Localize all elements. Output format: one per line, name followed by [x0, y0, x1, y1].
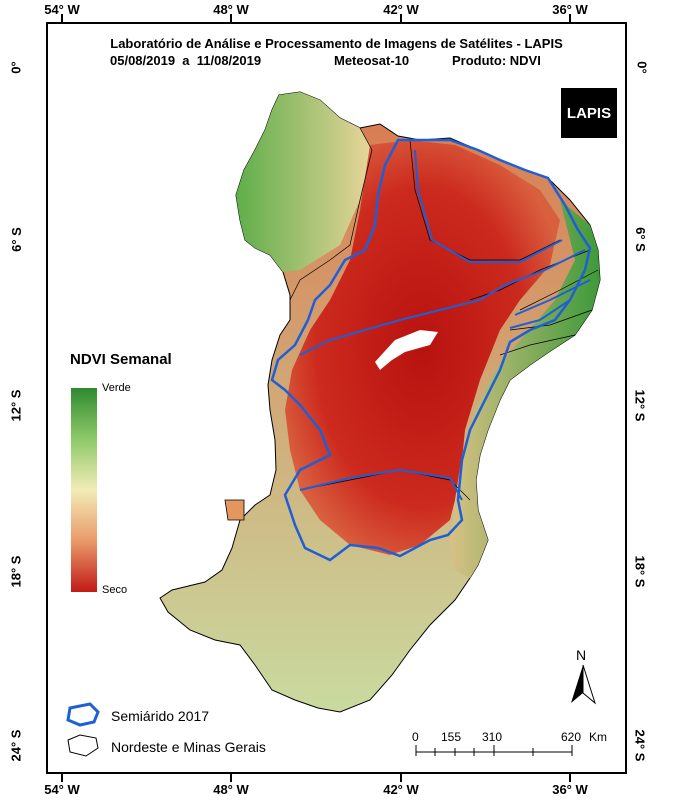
legend-title: NDVI Semanal	[70, 351, 172, 368]
west-zone	[236, 92, 372, 272]
ndvi-color-ramp	[71, 388, 97, 592]
region-legend-icon	[67, 734, 99, 757]
tick	[230, 14, 232, 24]
lapis-logo: LAPIS	[561, 88, 617, 138]
lon-label-bottom: 36° W	[552, 782, 588, 797]
tick	[230, 772, 232, 782]
tick	[61, 772, 63, 782]
nodata-patch	[375, 330, 438, 370]
semiarid-boundary	[270, 138, 592, 562]
product-text: Produto: NDVI	[452, 53, 541, 68]
tick	[61, 14, 63, 24]
scale-unit-label: Km	[589, 730, 607, 744]
scale-tick-label: 620	[561, 730, 582, 744]
dry-zone	[285, 140, 560, 555]
semiarid-legend-label: Semiárido 2017	[111, 708, 210, 724]
period-text: 05/08/2019 a 11/08/2019	[110, 53, 262, 68]
logo-text: LAPIS	[566, 104, 612, 122]
lon-label-top: 54° W	[44, 2, 80, 17]
semiarid-internal-lines	[299, 149, 591, 501]
scale-tick-label: 310	[482, 730, 503, 744]
tick	[569, 772, 571, 782]
lon-label-top: 36° W	[552, 2, 588, 17]
tick	[400, 14, 402, 24]
tick	[400, 772, 402, 782]
north-label: N	[576, 647, 587, 663]
lon-label-bottom: 42° W	[383, 782, 419, 797]
region-legend-label: Nordeste e Minas Gerais	[111, 739, 266, 755]
scale-tick-label: 155	[441, 730, 462, 744]
lon-label-top: 48° W	[213, 2, 249, 17]
scale-bar	[415, 745, 573, 756]
ramp-high-label: Verde	[102, 382, 131, 394]
satellite-text: Meteosat-10	[334, 53, 410, 68]
semiarid-legend-icon	[66, 702, 100, 727]
tick	[569, 14, 571, 24]
map-title: Laboratório de Análise e Processamento d…	[110, 36, 563, 51]
lon-label-bottom: 54° W	[44, 782, 80, 797]
es-bump	[224, 499, 245, 521]
scale-tick-label: 0	[412, 730, 419, 744]
lon-label-top: 42° W	[383, 2, 419, 17]
lon-label-bottom: 48° W	[213, 782, 249, 797]
north-arrow	[571, 664, 596, 705]
ramp-low-label: Seco	[102, 584, 128, 596]
